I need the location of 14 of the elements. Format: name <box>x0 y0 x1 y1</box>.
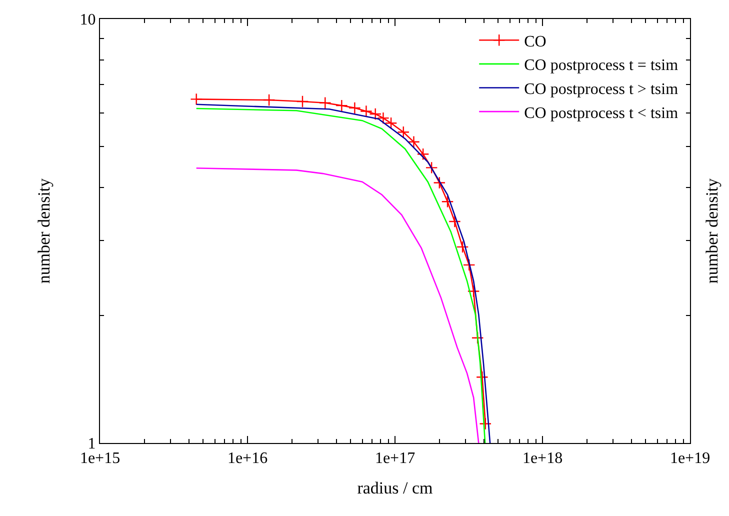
x-tick-label: 1e+19 <box>670 450 710 468</box>
x-tick-label: 1e+16 <box>227 450 268 468</box>
legend-label: CO postprocess t > tsim <box>524 80 679 98</box>
y-axis-title: number density <box>34 178 54 284</box>
legend-label: CO postprocess t = tsim <box>524 57 679 74</box>
x-axis-title: radius / cm <box>357 478 433 498</box>
x-tick-label: 1e+15 <box>80 450 120 468</box>
legend-label: CO <box>524 33 546 50</box>
y2-axis-title: number density <box>702 178 722 284</box>
x-tick-label: 1e+17 <box>374 450 416 468</box>
y-tick-label: 10 <box>80 12 96 29</box>
x-tick-label: 1e+18 <box>522 450 563 468</box>
legend-label: CO postprocess t < tsim <box>524 104 679 122</box>
y-tick-label: 1 <box>88 436 96 453</box>
